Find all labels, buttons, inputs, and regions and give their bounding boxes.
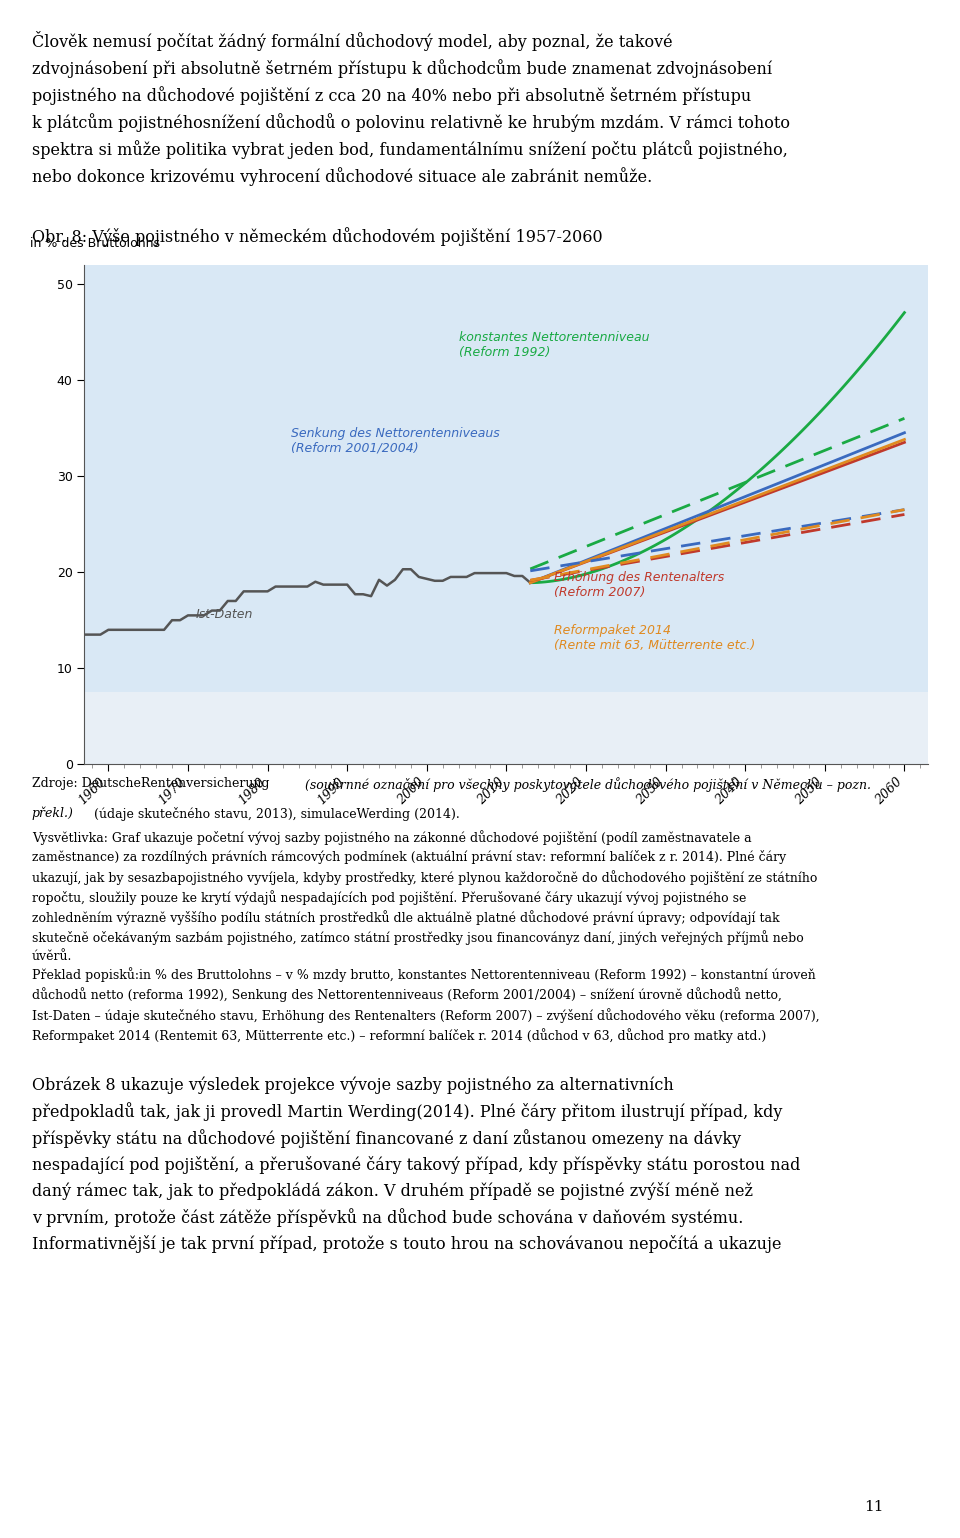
Text: Ist-Daten: Ist-Daten [196,608,253,621]
Text: Erhöhung des Rentenalters
(Reform 2007): Erhöhung des Rentenalters (Reform 2007) [554,571,725,600]
Text: Obrázek 8 ukazuje výsledek projekce vývoje sazby pojistného za alternativních
př: Obrázek 8 ukazuje výsledek projekce vývo… [32,1077,800,1252]
Text: překl.): překl.) [32,806,74,820]
Text: Zdroje: DeutscheRentenversicherung: Zdroje: DeutscheRentenversicherung [32,777,269,789]
Text: Člověk nemusí počítat žádný formální důchodový model, aby poznal, že takové
zdvo: Člověk nemusí počítat žádný formální důc… [32,31,790,186]
Text: Vysvětlivka: Graf ukazuje početní vývoj sazby pojistného na zákonné důchodové po: Vysvětlivka: Graf ukazuje početní vývoj … [32,831,817,963]
Text: (údaje skutečného stavu, 2013), simulaceWerding (2014).: (údaje skutečného stavu, 2013), simulace… [90,806,460,821]
Text: Obr. 8: Výše pojistného v německém důchodovém pojištění 1957-2060: Obr. 8: Výše pojistného v německém důcho… [32,228,602,246]
Text: Překlad popisků:in % des Bruttolohns – v % mzdy brutto, konstantes Nettorentenni: Překlad popisků:in % des Bruttolohns – v… [32,967,819,1043]
Bar [84,692,928,764]
Text: Senkung des Nettorentenniveaus
(Reform 2001/2004): Senkung des Nettorentenniveaus (Reform 2… [292,428,500,455]
Text: konstantes Nettorentenniveau
(Reform 1992): konstantes Nettorentenniveau (Reform 199… [459,331,649,358]
Text: in % des Bruttolohns: in % des Bruttolohns [30,237,159,249]
Text: (souhrnné označení pro všechny poskytovatele důchodového pojištění v Německu – p: (souhrnné označení pro všechny poskytova… [305,777,871,792]
Text: Reformpaket 2014
(Rente mit 63, Mütterrente etc.): Reformpaket 2014 (Rente mit 63, Mütterre… [554,624,756,652]
Text: 11: 11 [864,1500,883,1515]
